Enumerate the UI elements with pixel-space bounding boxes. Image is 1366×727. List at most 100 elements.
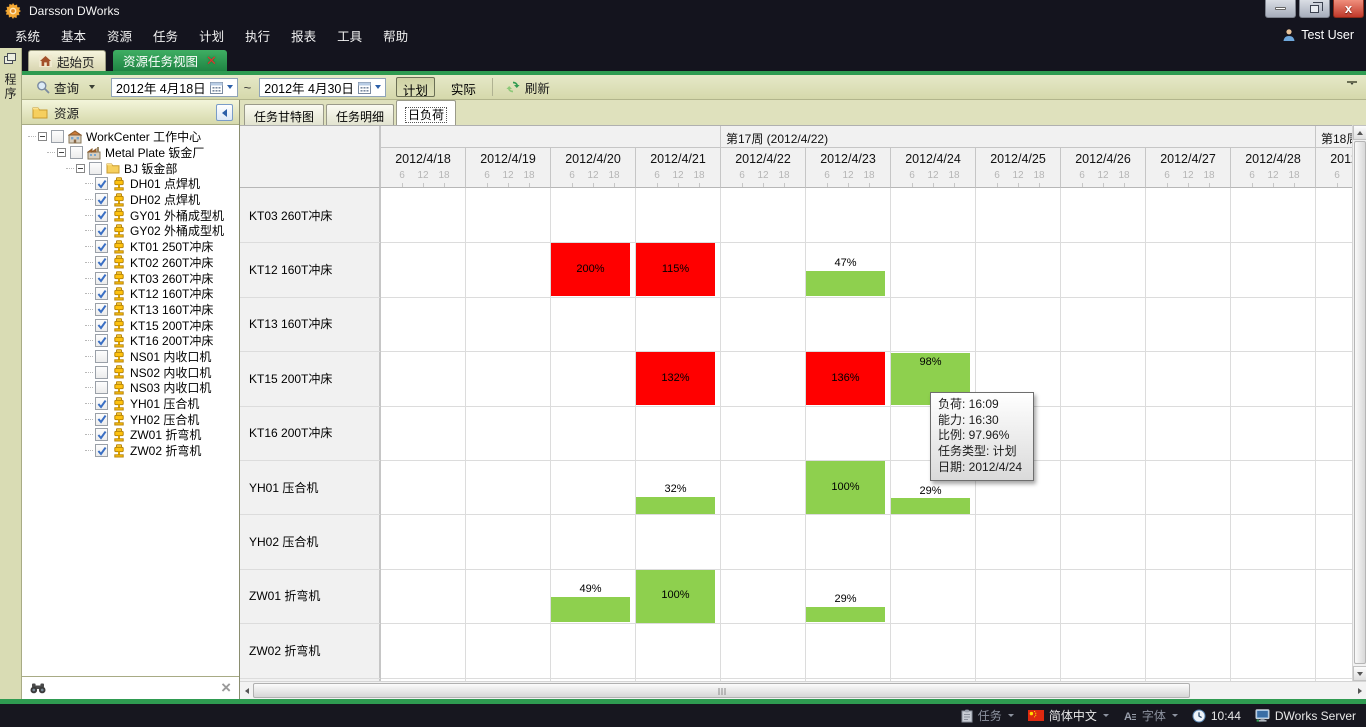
tree-item-kt02[interactable]: KT02 260T冲床 [22,255,239,271]
tree-item-kt12[interactable]: KT12 160T冲床 [22,286,239,302]
tree-item-dh02[interactable]: DH02 点焊机 [22,192,239,208]
menu-item-3[interactable]: 资源 [107,29,133,44]
status-clipboard[interactable]: 任务 [961,707,1014,724]
tree-item-ns01[interactable]: NS01 内收口机 [22,349,239,365]
menu-item-5[interactable]: 计划 [199,29,225,44]
tree-item-metal[interactable]: Metal Plate 钣金厂 [22,145,239,161]
tree-item-ns03[interactable]: NS03 内收口机 [22,380,239,396]
checkbox[interactable] [95,193,108,207]
tree-item-workcenter[interactable]: WorkCenter 工作中心 [22,129,239,145]
load-bar-29%[interactable] [891,498,970,514]
status-font[interactable]: A 字体 [1123,707,1178,724]
tree-item-kt03[interactable]: KT03 260T冲床 [22,270,239,286]
windows-stack-icon[interactable] [4,53,17,65]
load-bar-115%[interactable] [636,243,715,297]
load-bar-100%[interactable] [806,460,885,514]
checkbox[interactable] [95,271,108,285]
checkbox[interactable] [95,240,108,254]
expander-minus-icon[interactable] [76,163,85,173]
minimize-button[interactable] [1265,0,1296,18]
checkbox[interactable] [51,130,64,144]
tree-item-kt16[interactable]: KT16 200T冲床 [22,333,239,349]
checkbox[interactable] [95,287,108,301]
tree-item-kt01[interactable]: KT01 250T冲床 [22,239,239,255]
status-server[interactable]: DWorks Server [1255,709,1356,723]
checkbox[interactable] [95,349,108,363]
load-bar-49%[interactable] [551,596,630,623]
load-bar-47%[interactable] [806,271,885,297]
program-panel-tab[interactable]: 程序 [3,73,17,101]
checkbox[interactable] [70,146,83,160]
horizontal-scrollbar[interactable] [240,681,1366,699]
menu-item-9[interactable]: 帮助 [383,29,409,44]
menu-item-1[interactable]: 系统 [15,29,41,44]
load-bar-100%[interactable] [636,569,715,623]
load-bar-200%[interactable] [551,243,630,297]
view-tab-1[interactable]: 任务甘特图 [244,104,325,125]
checkbox[interactable] [95,444,108,458]
date-from-field[interactable]: 2012年 4月18日 [111,77,238,97]
tree-item-zw02[interactable]: ZW02 折弯机 [22,443,239,459]
scroll-down-button[interactable] [1353,666,1366,681]
tree-item-yh01[interactable]: YH01 压合机 [22,396,239,412]
binoculars-icon[interactable] [30,683,46,694]
tree-item-kt13[interactable]: KT13 160T冲床 [22,302,239,318]
expander-minus-icon[interactable] [57,148,66,158]
scroll-up-button[interactable] [1353,125,1366,140]
checkbox[interactable] [95,412,108,426]
tree-item-gy01[interactable]: GY01 外桶成型机 [22,207,239,223]
menu-item-2[interactable]: 基本 [61,29,87,44]
menu-item-4[interactable]: 任务 [153,29,179,44]
view-tab-3[interactable]: 日负荷 [396,100,457,125]
load-bar-32%[interactable] [636,496,715,514]
load-bar-132%[interactable] [636,351,715,405]
tree-item-kt15[interactable]: KT15 200T冲床 [22,317,239,333]
load-bar-136%[interactable] [806,351,885,405]
tab-home[interactable]: 起始页 [28,50,106,71]
date-to-field[interactable]: 2012年 4月30日 [259,77,386,97]
scroll-left-button[interactable] [240,683,253,699]
tree-item-zw01[interactable]: ZW01 折弯机 [22,427,239,443]
tree-item-gy02[interactable]: GY02 外桶成型机 [22,223,239,239]
find-close-icon[interactable]: × [221,678,231,697]
checkbox[interactable] [95,177,108,191]
checkbox[interactable] [95,397,108,411]
tab-close-icon[interactable]: ✕ [206,52,217,68]
toolbar-overflow-button[interactable] [1345,81,1359,95]
checkbox[interactable] [95,255,108,269]
checkbox[interactable] [95,318,108,332]
load-bar-29%[interactable] [806,607,885,623]
vertical-scrollbar[interactable] [1352,125,1366,681]
status-flag-cn[interactable]: 简体中文 [1027,707,1109,724]
menu-item-8[interactable]: 工具 [337,29,363,44]
menu-item-6[interactable]: 执行 [245,29,271,44]
checkbox[interactable] [95,208,108,222]
checkbox[interactable] [89,161,102,175]
plan-toggle-button[interactable]: 计划 [395,77,435,98]
tree-item-dh01[interactable]: DH01 点焊机 [22,176,239,192]
scroll-right-button[interactable] [1353,683,1366,699]
refresh-button[interactable]: 刷新 [501,76,555,99]
menu-item-7[interactable]: 报表 [291,29,317,44]
checkbox[interactable] [95,302,108,316]
tab-resource-task-view[interactable]: 资源任务视图 ✕ [113,50,227,71]
expander-minus-icon[interactable] [38,132,47,142]
user-info[interactable]: Test User [1282,22,1354,48]
checkbox[interactable] [95,334,108,348]
horizontal-scroll-thumb[interactable] [253,683,1190,698]
checkbox[interactable] [95,381,108,395]
restore-button[interactable] [1299,0,1330,18]
tree-item-ns02[interactable]: NS02 内收口机 [22,364,239,380]
checkbox[interactable] [95,365,108,379]
tree-item-bj[interactable]: BJ 钣金部 [22,160,239,176]
tree-item-yh02[interactable]: YH02 压合机 [22,411,239,427]
checkbox[interactable] [95,428,108,442]
status-clock[interactable]: 10:44 [1192,709,1241,723]
view-tab-2[interactable]: 任务明细 [326,104,395,125]
checkbox[interactable] [95,224,108,238]
vertical-scroll-thumb[interactable] [1354,141,1366,664]
query-button[interactable]: 查询 [32,76,99,99]
actual-toggle-button[interactable]: 实际 [450,83,476,97]
close-button[interactable]: x [1333,0,1364,18]
collapse-panel-button[interactable] [216,104,233,121]
